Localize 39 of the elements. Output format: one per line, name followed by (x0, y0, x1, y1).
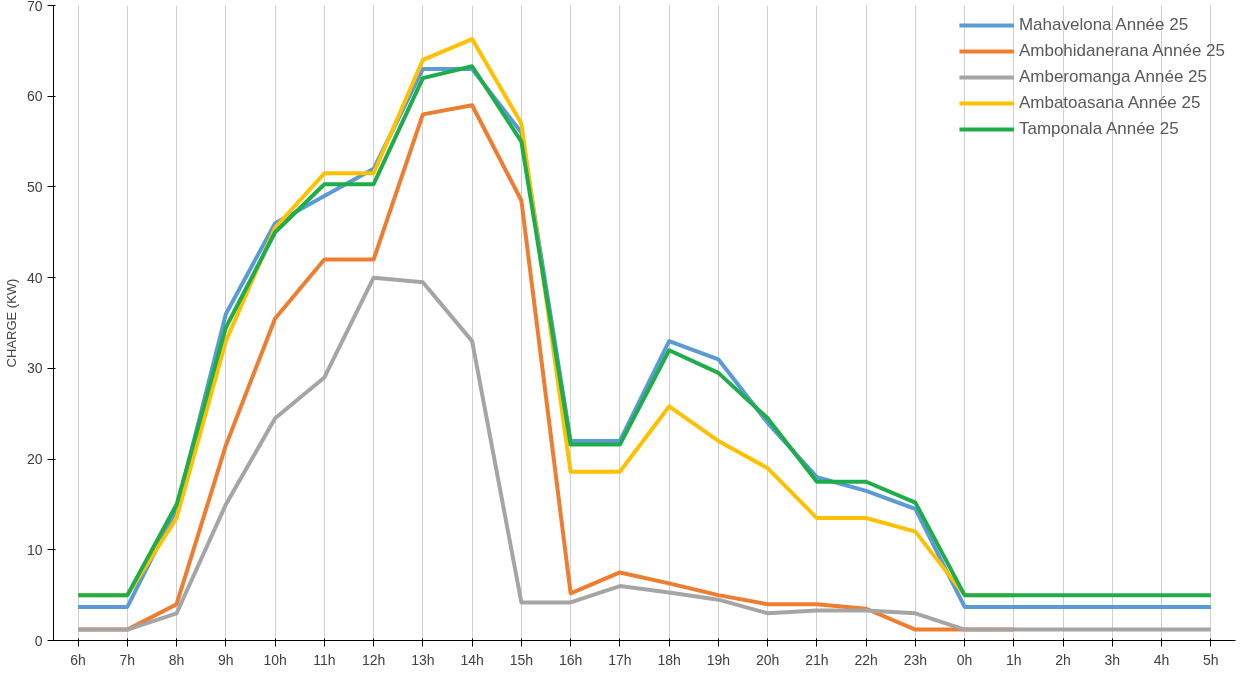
x-tick-label: 14h (460, 651, 484, 668)
y-tick-label: 0 (34, 632, 43, 649)
x-tick-label: 9h (218, 651, 234, 668)
x-tick-label: 6h (70, 651, 86, 668)
x-tick-label: 8h (168, 651, 185, 668)
x-tick-label: 22h (854, 651, 878, 668)
line-series (76, 275, 1213, 632)
x-tick-label: 5h (1203, 651, 1219, 668)
y-tick-label: 20 (26, 451, 43, 468)
x-tick-label: 10h (263, 651, 287, 668)
x-tick-label: 0h (956, 651, 973, 668)
x-tick-label: 23h (903, 651, 928, 668)
legend-label: Tamponala Année 25 (1018, 119, 1179, 139)
x-tick-label: 17h (608, 651, 632, 668)
y-tick-label: 10 (26, 541, 43, 558)
y-tick-label: 50 (26, 178, 43, 195)
x-tick-label: 3h (1104, 651, 1121, 668)
x-tick-label: 19h (706, 651, 731, 668)
legend-label: Ambatoasana Année 25 (1018, 93, 1201, 113)
x-tick-label: 20h (755, 651, 780, 668)
x-tick-label: 11h (313, 651, 336, 668)
x-tick-label: 4h (1153, 651, 1170, 668)
y-tick-label: 30 (26, 360, 43, 377)
x-tick-label: 15h (509, 651, 534, 668)
legend-label: Ambohidanerana Année 25 (1018, 41, 1225, 61)
legend-label: Amberomanga Année 25 (1018, 67, 1208, 87)
y-axis-title: CHARGE (KW) (3, 278, 19, 368)
x-tick-label: 18h (657, 651, 681, 668)
x-tick-label: 21h (805, 651, 829, 668)
x-tick-label: 12h (361, 651, 386, 668)
x-tick-label: 7h (119, 651, 136, 668)
y-tick-label: 70 (26, 0, 43, 14)
x-tick-label: 2h (1055, 651, 1071, 668)
x-tick-label: 16h (558, 651, 583, 668)
y-tick-label: 40 (26, 269, 43, 286)
x-tick-label: 13h (411, 651, 435, 668)
x-tick-label: 1h (1006, 651, 1022, 668)
legend-label: Mahavelona Année 25 (1018, 15, 1189, 35)
y-tick-label: 60 (26, 88, 43, 105)
